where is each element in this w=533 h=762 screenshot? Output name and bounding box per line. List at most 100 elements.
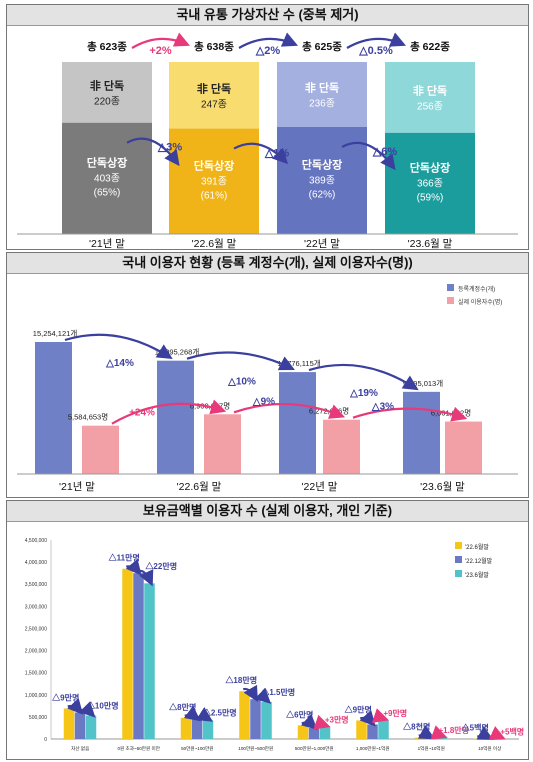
legend-swatch (455, 556, 462, 563)
change-arrow-first (300, 713, 318, 730)
category-label: '21년 말 (89, 238, 125, 250)
user-bar (323, 419, 360, 474)
exclusive-name: 단독상장 (87, 155, 127, 169)
change-arrow-first (417, 725, 436, 740)
exclusive-bar (169, 128, 259, 234)
holding-bar (144, 583, 155, 739)
total-change-arrow (346, 32, 407, 49)
legend-swatch-accounts (447, 284, 454, 291)
user-change-label: △9% (252, 396, 275, 407)
holding-bar (180, 717, 192, 739)
chart3-title: 보유금액별 이용자 수 (실제 이용자, 개인 기준) (7, 501, 528, 522)
exclusive-share: (59%) (417, 192, 444, 203)
legend-label: '22.6월말 (465, 543, 489, 551)
y-tick-label: 3,000,000 (25, 604, 47, 610)
change-label-first: △6만명 (285, 709, 313, 719)
category-label: 1,000만원~1억원 (356, 745, 390, 752)
exclusive-value: 391종 (201, 175, 227, 187)
category-label: '22년 말 (304, 238, 340, 250)
panel-holdings: 보유금액별 이용자 수 (실제 이용자, 개인 기준) 0 500,000 1,00… (6, 500, 529, 760)
total-label: 총 625종 (302, 40, 342, 53)
holding-bar (133, 573, 144, 739)
holding-bar (74, 712, 86, 739)
category-label: 1억원~10억원 (418, 745, 445, 752)
chart2-svg: 등록계정수(개) 실제 이용자수(명) 15,254,121개 5,584,653명 '… (17, 284, 518, 493)
account-bar (403, 391, 440, 474)
total-label: 총 623종 (87, 40, 127, 53)
exclusive-share: (65%) (94, 187, 121, 198)
y-tick-label: 2,500,000 (25, 626, 47, 632)
change-label-first: △11만명 (108, 553, 140, 563)
total-change-label: △0.5% (358, 45, 393, 57)
total-change-arrow (238, 32, 299, 49)
change-label-first: △8천명 (402, 722, 430, 732)
non-exclusive-value: 256종 (417, 100, 443, 112)
chart2-title: 국내 이용자 현황 (등록 계정수(개), 실제 이용자수(명)) (7, 253, 528, 274)
non-exclusive-bar (385, 62, 475, 133)
exclusive-change-arrow (233, 142, 289, 165)
user-value-label: 6,061,632명 (431, 408, 471, 418)
y-tick-label: 4,000,000 (25, 560, 47, 566)
user-change-label: +24% (129, 408, 155, 419)
change-arrow-first (359, 710, 376, 727)
non-exclusive-value: 220종 (94, 95, 120, 107)
category-label: 자산 없음 (71, 745, 89, 752)
account-change-label: △14% (105, 358, 134, 369)
non-exclusive-bar (169, 62, 259, 129)
change-label-first: △9만명 (51, 692, 79, 702)
change-arrow-first (476, 725, 494, 740)
y-tick-label: 3,500,000 (25, 582, 47, 588)
holding-bar (202, 720, 214, 739)
chart3-svg: 0 500,000 1,000,000 1,500,000 2,000,000 2,500… (25, 538, 524, 752)
y-tick-label: 0 (44, 737, 47, 743)
category-label: 0원 초과~50만원 미만 (118, 745, 161, 752)
legend-label-users: 실제 이용자수(명) (458, 298, 502, 306)
user-bar (445, 421, 482, 474)
change-arrow-second (79, 701, 96, 718)
y-tick-label: 1,500,000 (25, 671, 47, 677)
holding-bar (378, 719, 389, 739)
account-change-label: △10% (227, 377, 256, 388)
exclusive-bar (62, 122, 152, 234)
y-tick-label: 1,000,000 (25, 693, 47, 699)
legend-swatch-users (447, 297, 454, 304)
change-label-second: △1.5만명 (260, 687, 295, 697)
holding-bar (308, 727, 320, 739)
holding-bar (63, 708, 75, 739)
total-change-label: +2% (149, 45, 172, 57)
change-label-first: △9만명 (344, 704, 372, 714)
category-label: '22년 말 (302, 481, 338, 493)
holding-bar (319, 726, 331, 739)
non-exclusive-value: 247종 (201, 98, 227, 110)
change-label-second: +3만명 (325, 715, 349, 725)
account-bar (35, 342, 72, 474)
user-bar (204, 414, 241, 474)
non-exclusive-value: 236종 (309, 97, 335, 109)
user-change-label: △3% (371, 402, 394, 413)
account-value-label: 9,495,013개 (403, 378, 443, 388)
holding-bar (367, 724, 378, 739)
exclusive-change-arrow (126, 137, 180, 167)
change-label-second: +5백명 (500, 727, 524, 737)
change-arrow-second (371, 708, 390, 724)
category-label: 500만원~1,000만원 (295, 745, 334, 751)
user-change-arrow (352, 406, 468, 422)
legend-label: '23.6월말 (465, 571, 489, 579)
account-value-label: 15,254,121개 (33, 328, 78, 338)
holding-bar (356, 720, 367, 739)
category-label: '21년 말 (59, 481, 95, 493)
change-label-first: △18만명 (224, 675, 257, 685)
exclusive-name: 단독상장 (194, 158, 234, 172)
account-change-arrow (308, 363, 419, 391)
account-bar (279, 372, 316, 474)
category-label: 10억원 이상 (478, 745, 502, 752)
total-change-label: △2% (255, 45, 281, 57)
legend-label: '22.12월말 (465, 557, 493, 565)
change-label-second: +1.8만명 (438, 725, 469, 735)
change-label-second: +9만명 (383, 708, 407, 718)
legend-label-accounts: 등록계정수(개) (458, 285, 495, 293)
legend-swatch (455, 542, 462, 549)
non-exclusive-name: 非 단독 (90, 78, 124, 92)
exclusive-value: 389종 (309, 174, 335, 186)
change-arrow-second (430, 725, 448, 740)
